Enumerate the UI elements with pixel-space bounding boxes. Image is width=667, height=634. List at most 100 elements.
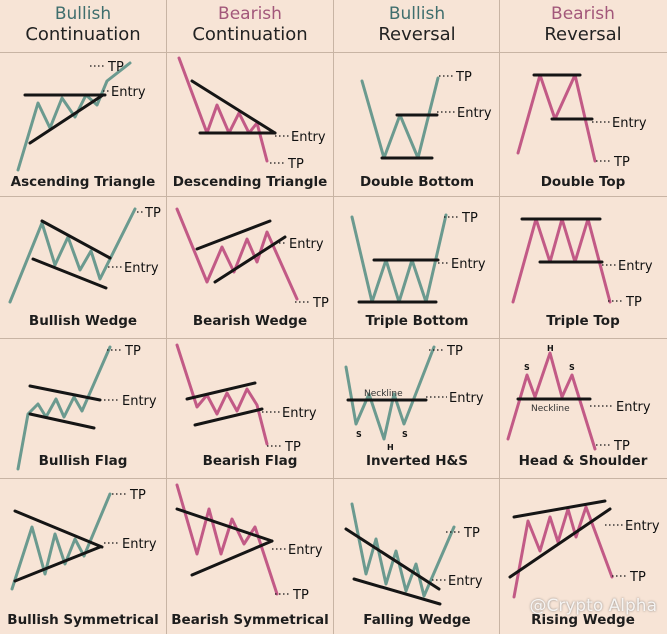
entry-label: Entry: [612, 116, 647, 131]
pattern-cell-bullish-symmetrical: Entry TP Bullish Symmetrical: [0, 479, 166, 634]
price-path: [350, 502, 456, 598]
tp-label: TP: [124, 344, 141, 359]
entry-label: Entry: [291, 130, 326, 145]
lower-line: [213, 235, 287, 284]
shoulder-label: S: [402, 430, 408, 439]
watermark: @Crypto Alpha: [529, 596, 657, 616]
pattern-diagram-bearish-symmetrical: Entry TP: [175, 483, 323, 603]
pattern-title: Inverted H&S: [365, 453, 468, 469]
pattern-cell-bullish-wedge: Entry TP Bullish Wedge: [0, 197, 166, 339]
pattern-title: Bullish Flag: [38, 453, 128, 469]
header-bearish-continuation: Bearish Continuation: [167, 4, 333, 46]
pattern-diagram-bullish-symmetrical: Entry TP: [10, 488, 157, 591]
tp-label: TP: [461, 211, 478, 226]
pattern-title: Double Top: [540, 174, 626, 190]
shoulder-label: S: [569, 363, 575, 372]
tp-label: TP: [455, 70, 472, 85]
head-label: H: [387, 443, 394, 452]
pattern-title: Bearish Flag: [202, 453, 298, 469]
pattern-cell-double-top: Entry TP Double Top: [500, 53, 666, 197]
pattern-diagram-double-top: Entry TP: [516, 73, 647, 170]
header-line2: Reversal: [378, 24, 456, 45]
pattern-title: Bullish Wedge: [28, 313, 138, 329]
tp-label: TP: [129, 488, 146, 503]
entry-label: Entry: [124, 261, 159, 276]
pattern-diagram-descending-triangle: Entry TP: [177, 56, 326, 172]
pattern-diagram-double-bottom: Entry TP: [360, 70, 492, 160]
tp-label: TP: [292, 588, 309, 603]
upper-line: [195, 219, 272, 251]
tp-label: TP: [613, 155, 630, 170]
pattern-diagram-ascending-triangle: TP Entry: [16, 60, 146, 172]
pattern-cell-inverted-hands: Neckline S H S Entry TP Inverted H&S: [334, 339, 500, 479]
price-path: [16, 345, 112, 471]
upper-line: [175, 507, 274, 543]
header-bearish-reversal: Bearish Reversal: [500, 4, 666, 46]
lower-line: [31, 257, 108, 290]
header-bullish-continuation: Bullish Continuation: [0, 4, 166, 46]
lower-line: [13, 545, 102, 583]
pattern-title: Bearish Wedge: [192, 313, 308, 329]
lower-line: [28, 412, 96, 430]
pattern-diagram-bearish-flag: Entry TP: [175, 343, 317, 455]
support-line: [28, 93, 105, 145]
header-line1: Bullish: [54, 4, 112, 24]
pattern-cell-bearish-wedge: Entry TP Bearish Wedge: [167, 197, 333, 339]
pattern-title: Double Bottom: [359, 174, 475, 190]
neckline-label: Neckline: [364, 389, 403, 399]
neckline-label: Neckline: [531, 404, 570, 414]
price-path: [175, 207, 299, 301]
pattern-title: Bearish Symmetrical: [171, 612, 329, 628]
pattern-cell-head-and-shoulder: Neckline S H S Entry TP Head & Shoulder: [500, 339, 666, 479]
lower-line: [508, 507, 612, 579]
pattern-diagram-triple-top: Entry TP: [511, 217, 653, 310]
pattern-diagram-rising-wedge: Entry TP: [508, 499, 660, 599]
pattern-title: Bullish Symmetrical: [7, 612, 159, 628]
pattern-title: Ascending Triangle: [10, 174, 156, 190]
header-line1: Bullish: [388, 4, 446, 24]
entry-label: Entry: [122, 394, 157, 409]
tp-label: TP: [284, 440, 301, 455]
price-path: [512, 505, 614, 599]
upper-line: [40, 219, 112, 260]
tp-label: TP: [463, 526, 480, 541]
upper-line: [344, 527, 441, 591]
tp-label: TP: [287, 157, 304, 172]
head-label: H: [547, 344, 554, 353]
upper-line: [185, 381, 257, 401]
tp-label: TP: [613, 439, 630, 454]
pattern-diagram-head-and-shoulder: Neckline S H S Entry TP: [506, 344, 651, 454]
pattern-cell-ascending-triangle: TP Entry Ascending Triangle: [0, 53, 166, 197]
tp-label: TP: [625, 295, 642, 310]
pattern-diagram-bullish-flag: Entry TP: [16, 344, 157, 471]
lower-line: [190, 539, 274, 577]
pattern-cell-bearish-symmetrical: Entry TP Bearish Symmetrical: [167, 479, 333, 634]
header-line2: Continuation: [25, 24, 141, 45]
price-path: [8, 207, 137, 304]
entry-label: Entry: [457, 106, 492, 121]
tp-label: TP: [446, 344, 463, 359]
pattern-cell-triple-bottom: Entry TP Triple Bottom: [334, 197, 500, 339]
pattern-title: Head & Shoulder: [518, 453, 648, 469]
entry-label: Entry: [616, 400, 651, 415]
tp-label: TP: [107, 60, 124, 75]
price-path: [16, 61, 132, 172]
shoulder-label: S: [356, 430, 362, 439]
entry-label: Entry: [448, 574, 483, 589]
entry-label: Entry: [289, 237, 324, 252]
pattern-cell-double-bottom: Entry TP Double Bottom: [334, 53, 500, 197]
pattern-title: Triple Top: [546, 313, 620, 329]
header-line2: Continuation: [192, 24, 308, 45]
upper-line: [512, 499, 607, 519]
upper-line: [13, 509, 104, 549]
price-path: [175, 343, 269, 446]
entry-label: Entry: [111, 85, 146, 100]
pattern-diagram-bullish-wedge: Entry TP: [8, 206, 161, 304]
lower-line: [193, 407, 264, 427]
entry-label: Entry: [288, 543, 323, 558]
entry-label: Entry: [618, 259, 653, 274]
price-path: [360, 76, 440, 160]
pattern-title: Rising Wedge: [531, 612, 635, 628]
pattern-cell-rising-wedge: Entry TP Rising Wedge: [500, 479, 666, 634]
